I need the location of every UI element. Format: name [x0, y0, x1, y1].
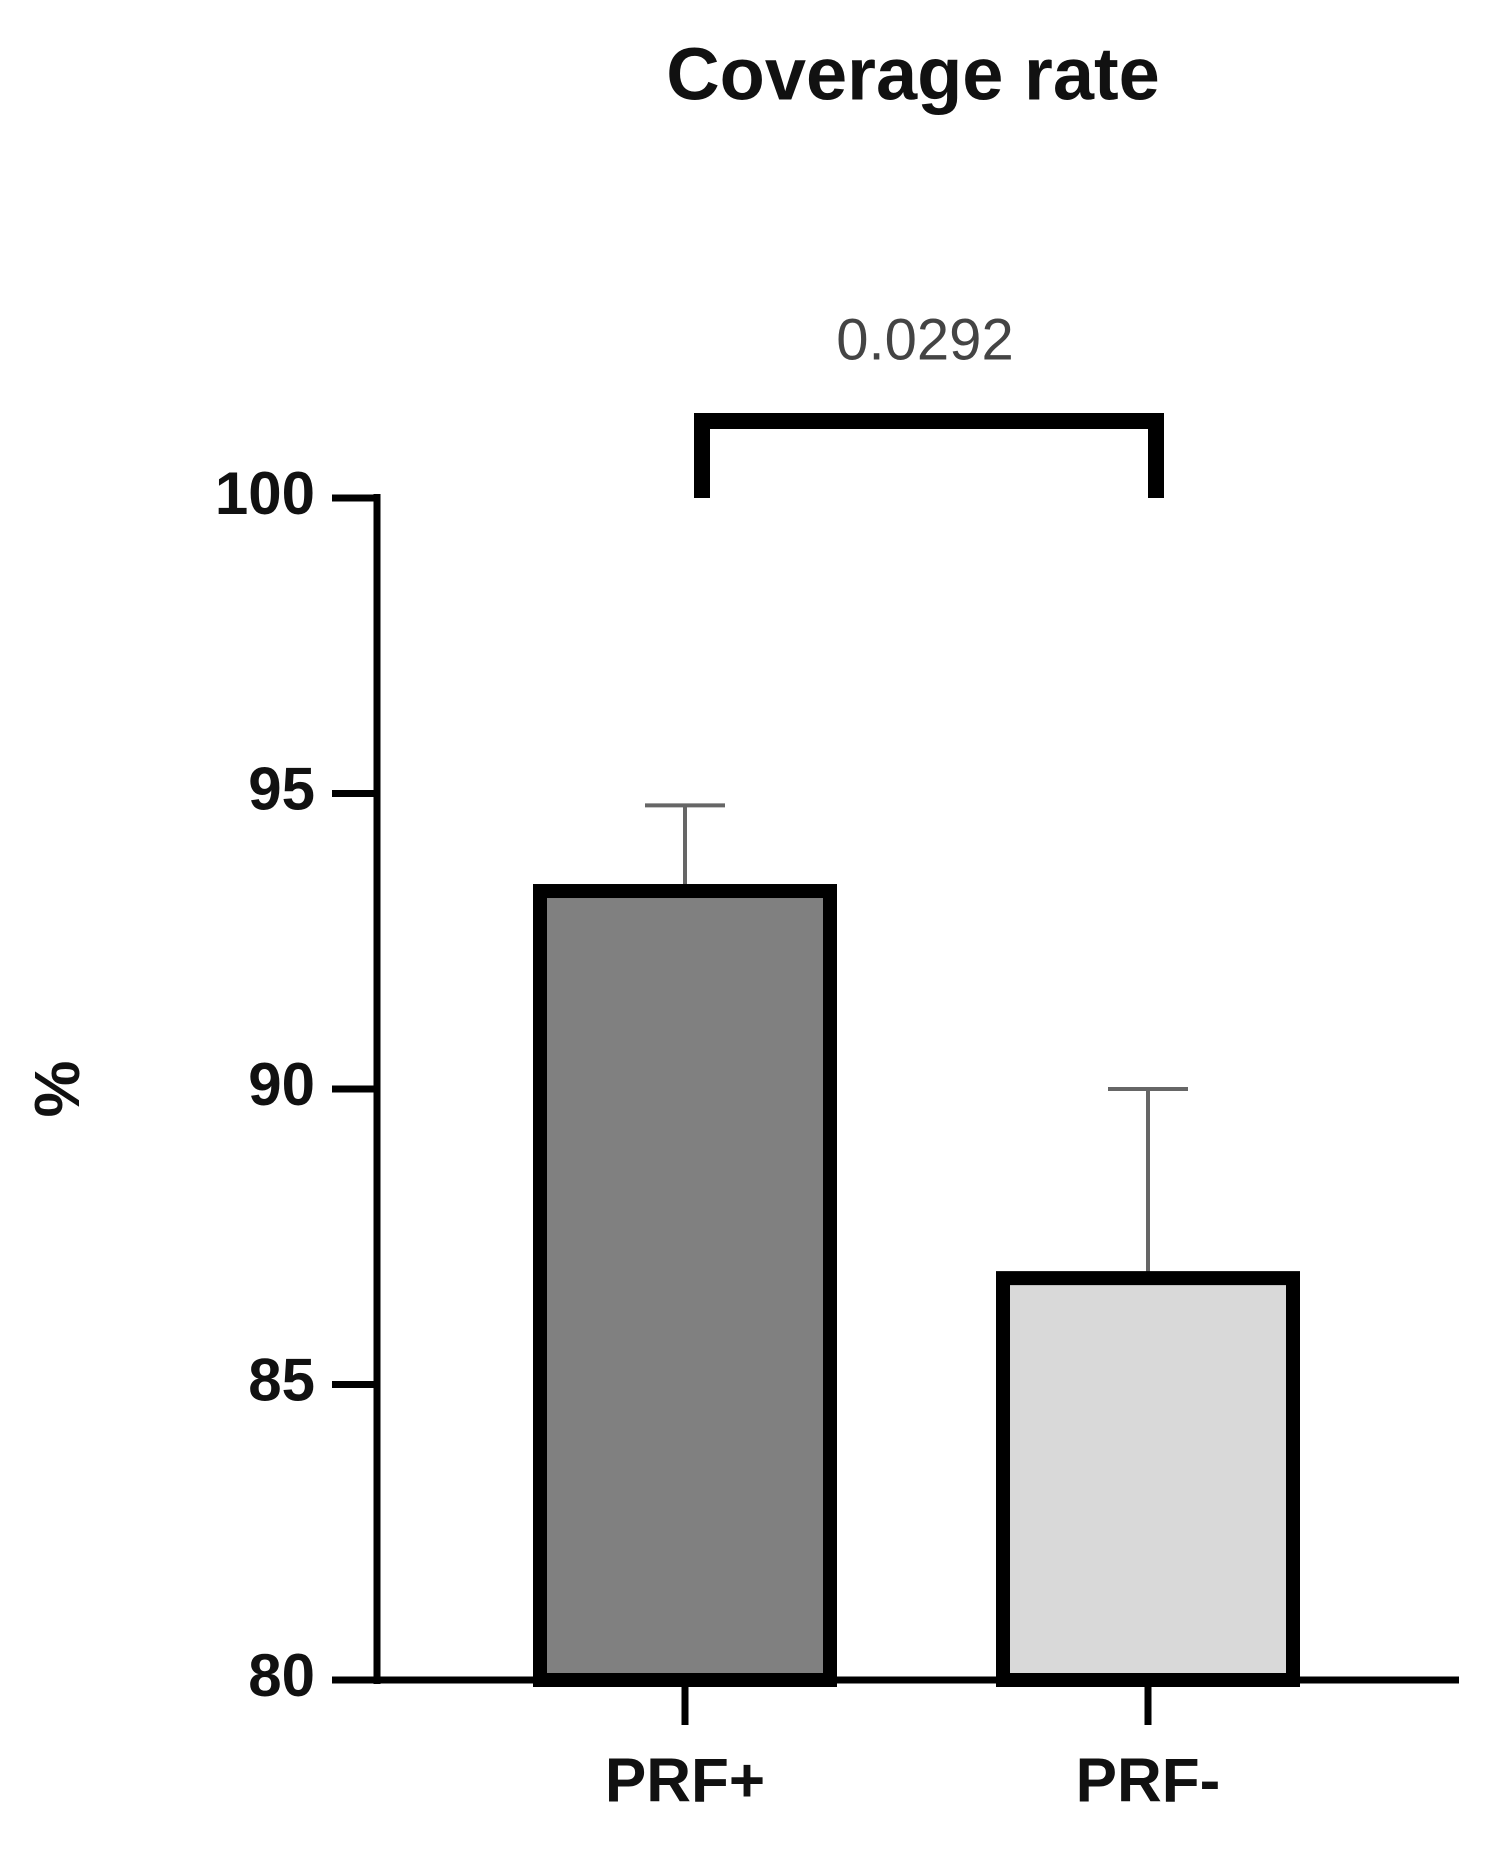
y-tick-label: 95 [248, 755, 315, 822]
y-tick-label: 80 [248, 1642, 315, 1709]
significance-bracket [694, 413, 1164, 498]
y-tick-label: 85 [248, 1346, 315, 1413]
y-tick-label: 90 [248, 1051, 315, 1118]
x-tick-label: PRF- [1076, 1746, 1221, 1815]
chart-title: Coverage rate [666, 33, 1160, 116]
x-tick-label: PRF+ [605, 1746, 765, 1815]
bar [996, 1271, 1300, 1687]
y-tick-label: 100 [215, 460, 315, 527]
p-value: 0.0292 [836, 307, 1013, 372]
bar [533, 884, 837, 1687]
y-axis-label: % [21, 1061, 93, 1118]
